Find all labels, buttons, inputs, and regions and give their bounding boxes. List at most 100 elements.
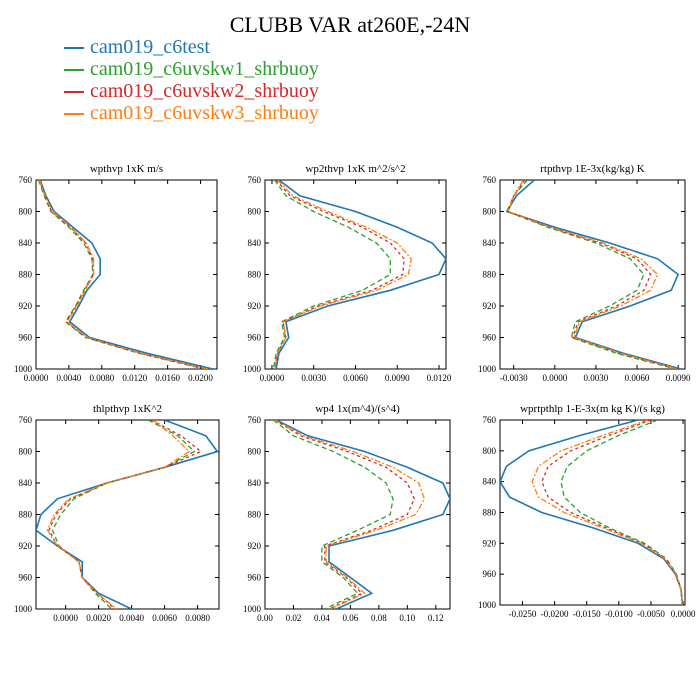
y-tick-label: 760 bbox=[19, 175, 33, 185]
x-tick-label: 0.12 bbox=[428, 613, 444, 623]
series-line-2 bbox=[48, 420, 203, 609]
y-tick-label: 1000 bbox=[478, 364, 497, 374]
legend-item: cam019_c6test bbox=[64, 36, 319, 58]
x-tick-label: 0.04 bbox=[314, 613, 330, 623]
series-line-1 bbox=[560, 420, 684, 605]
legend-item: cam019_c6uvskw3_shrbuoy bbox=[64, 102, 319, 124]
y-tick-label: 1000 bbox=[243, 364, 262, 374]
x-tick-label: 0.0000 bbox=[24, 373, 49, 383]
series-line-3 bbox=[507, 180, 679, 369]
y-tick-label: 840 bbox=[248, 478, 262, 488]
y-tick-label: 880 bbox=[248, 510, 262, 520]
series-line-1 bbox=[51, 420, 196, 609]
legend-item: cam019_c6uvskw1_shrbuoy bbox=[64, 58, 319, 80]
x-tick-label: 0.0090 bbox=[666, 373, 691, 383]
x-tick-label: -0.0250 bbox=[509, 609, 537, 619]
legend-swatch-1 bbox=[64, 69, 84, 72]
y-tick-label: 880 bbox=[483, 270, 497, 280]
y-tick-label: 960 bbox=[248, 333, 262, 343]
plot-frame bbox=[499, 179, 686, 370]
y-tick-label: 880 bbox=[483, 508, 497, 518]
x-tick-label: 0.0030 bbox=[584, 373, 609, 383]
x-tick-label: 0.06 bbox=[343, 613, 359, 623]
x-tick-label: 0.0200 bbox=[188, 373, 213, 383]
y-tick-label: 960 bbox=[19, 333, 33, 343]
series-line-2 bbox=[541, 420, 684, 605]
legend: cam019_c6test cam019_c6uvskw1_shrbuoy ca… bbox=[64, 36, 319, 124]
y-tick-label: 880 bbox=[248, 270, 262, 280]
legend-label: cam019_c6test bbox=[90, 36, 210, 58]
x-tick-label: 0.0090 bbox=[385, 373, 410, 383]
y-tick-label: 760 bbox=[483, 175, 497, 185]
x-tick-label: 0.0080 bbox=[185, 613, 210, 623]
plot-frame bbox=[499, 419, 686, 606]
x-tick-label: 0.0040 bbox=[57, 373, 82, 383]
x-tick-label: 0.0060 bbox=[343, 373, 368, 383]
series-group bbox=[505, 180, 682, 369]
x-tick-label: 0.0060 bbox=[625, 373, 650, 383]
chart-title: wp2thvp 1xK m^2/s^2 bbox=[305, 163, 405, 175]
plot-frame bbox=[35, 179, 218, 370]
y-tick-label: 880 bbox=[19, 510, 33, 520]
x-tick-label: 0.0120 bbox=[122, 373, 147, 383]
y-tick-label: 840 bbox=[19, 238, 33, 248]
y-tick-label: 880 bbox=[19, 270, 33, 280]
series-line-3 bbox=[274, 180, 412, 369]
y-tick-label: 800 bbox=[19, 447, 33, 457]
y-tick-label: 800 bbox=[248, 207, 262, 217]
x-tick-label: 0.0030 bbox=[301, 373, 326, 383]
y-tick-label: 920 bbox=[248, 541, 262, 551]
y-tick-label: 1000 bbox=[243, 604, 262, 614]
series-line-0 bbox=[275, 180, 446, 369]
series-line-0 bbox=[500, 420, 684, 605]
y-tick-label: 760 bbox=[248, 175, 262, 185]
chart-panel-3: thlpthvp 1xK^2 760 800 840 880 920 960 1000 0.00… bbox=[14, 403, 220, 623]
y-tick-label: 840 bbox=[248, 238, 262, 248]
x-tick-label: 0.0080 bbox=[89, 373, 114, 383]
y-tick-label: 960 bbox=[248, 573, 262, 583]
series-line-1 bbox=[272, 180, 391, 369]
legend-swatch-0 bbox=[64, 47, 84, 50]
legend-swatch-3 bbox=[64, 113, 84, 116]
series-line-3 bbox=[38, 180, 209, 369]
y-tick-label: 800 bbox=[483, 207, 497, 217]
series-line-0 bbox=[505, 180, 682, 369]
y-tick-label: 920 bbox=[19, 541, 33, 551]
y-tick-label: 920 bbox=[483, 301, 497, 311]
plot-frame bbox=[264, 179, 447, 370]
x-tick-label: -0.0100 bbox=[605, 609, 633, 619]
figure-title: CLUBB VAR at260E,-24N bbox=[229, 12, 471, 37]
x-tick-label: 0.0020 bbox=[86, 613, 111, 623]
series-group bbox=[36, 420, 219, 609]
chart-title: rtpthvp 1E-3x(kg/kg) K bbox=[540, 163, 645, 175]
series-line-2 bbox=[507, 180, 679, 369]
x-tick-label: 0.02 bbox=[286, 613, 302, 623]
y-tick-label: 840 bbox=[19, 478, 33, 488]
y-tick-label: 1000 bbox=[14, 604, 33, 614]
x-tick-label: 0.0000 bbox=[260, 373, 285, 383]
series-line-2 bbox=[38, 180, 207, 369]
y-tick-label: 920 bbox=[248, 301, 262, 311]
x-tick-label: -0.0200 bbox=[541, 609, 569, 619]
legend-label: cam019_c6uvskw1_shrbuoy bbox=[90, 58, 319, 80]
x-tick-label: 0.10 bbox=[399, 613, 415, 623]
x-tick-label: -0.0030 bbox=[500, 373, 528, 383]
legend-label: cam019_c6uvskw2_shrbuoy bbox=[90, 80, 319, 102]
y-tick-label: 800 bbox=[248, 447, 262, 457]
y-tick-label: 760 bbox=[248, 415, 262, 425]
chart-panel-2: rtpthvp 1E-3x(kg/kg) K 760 800 840 880 920 960… bbox=[478, 163, 691, 383]
plot-frame bbox=[264, 419, 451, 610]
x-tick-label: -0.0150 bbox=[573, 609, 601, 619]
series-line-3 bbox=[274, 420, 426, 609]
series-group bbox=[272, 180, 446, 369]
y-tick-label: 960 bbox=[19, 573, 33, 583]
y-tick-label: 920 bbox=[19, 301, 33, 311]
series-line-2 bbox=[274, 420, 416, 609]
y-tick-label: 760 bbox=[483, 415, 497, 425]
series-group bbox=[500, 420, 684, 605]
y-tick-label: 1000 bbox=[478, 600, 497, 610]
series-group bbox=[37, 180, 214, 369]
series-line-3 bbox=[531, 420, 684, 605]
y-tick-label: 960 bbox=[483, 569, 497, 579]
series-line-1 bbox=[273, 420, 394, 609]
